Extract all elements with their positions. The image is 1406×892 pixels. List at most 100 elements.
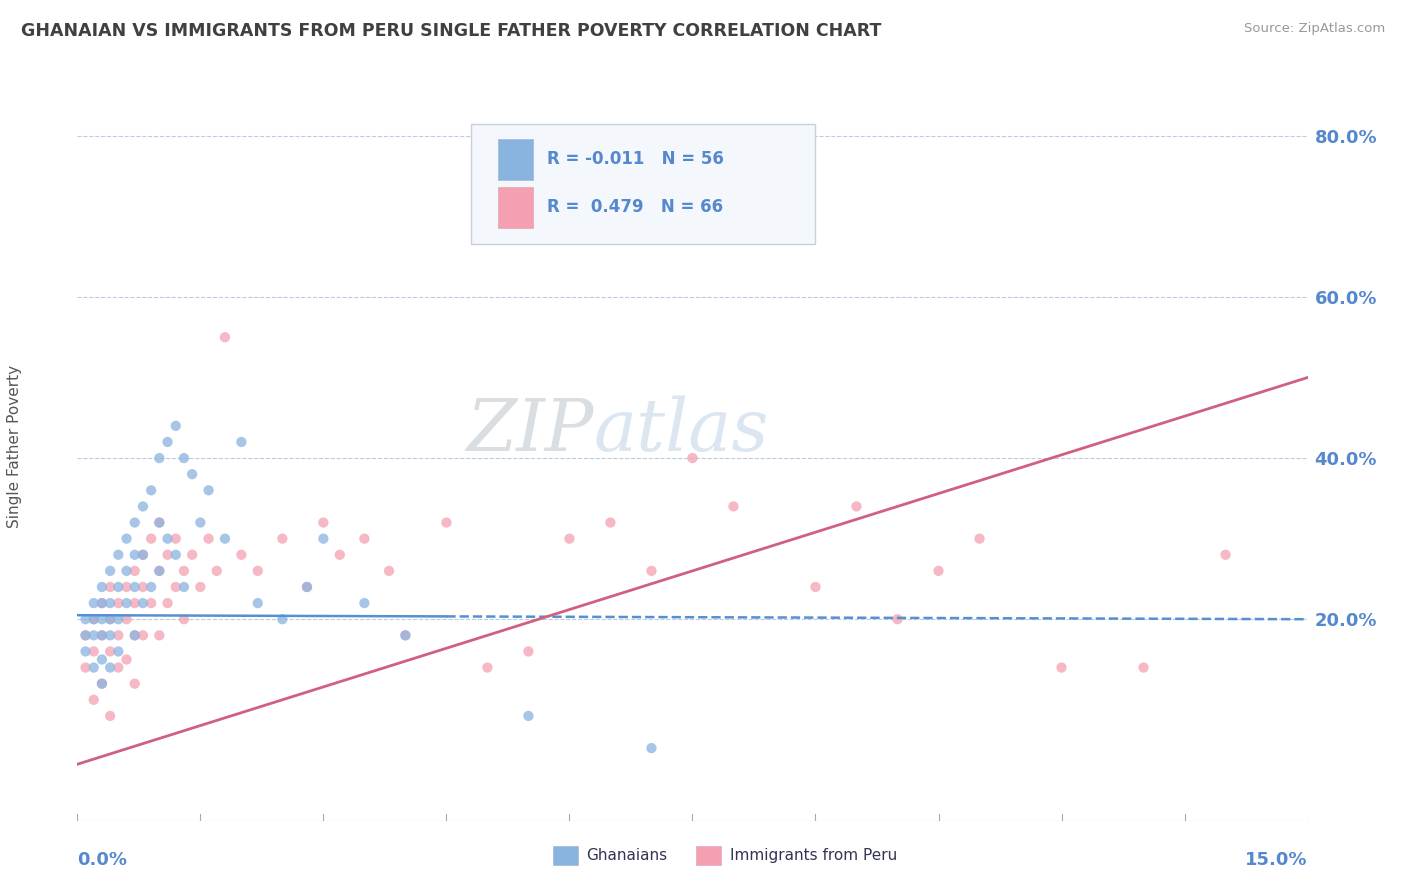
Point — [98, 628, 121, 642]
Point — [107, 612, 129, 626]
Point — [124, 596, 146, 610]
Point — [295, 580, 318, 594]
Text: Ghanaians: Ghanaians — [586, 848, 668, 863]
Point — [188, 580, 212, 594]
Point — [329, 548, 352, 562]
Text: Immigrants from Peru: Immigrants from Peru — [730, 848, 897, 863]
Point — [90, 676, 114, 690]
Point — [98, 644, 121, 658]
Point — [75, 660, 97, 674]
Point — [845, 500, 868, 514]
Point — [124, 564, 146, 578]
Point — [1132, 660, 1154, 674]
Point — [173, 580, 195, 594]
FancyBboxPatch shape — [498, 138, 533, 180]
Point — [107, 628, 129, 642]
Point — [90, 652, 114, 666]
Point — [394, 628, 416, 642]
Point — [115, 532, 138, 546]
Point — [90, 612, 114, 626]
Point — [477, 660, 499, 674]
Point — [928, 564, 950, 578]
Point — [682, 451, 704, 466]
Point — [83, 612, 105, 626]
Point — [156, 548, 179, 562]
Point — [132, 580, 155, 594]
Point — [90, 596, 114, 610]
Point — [75, 644, 97, 658]
Point — [181, 548, 204, 562]
Point — [132, 596, 155, 610]
Point — [148, 628, 170, 642]
Text: GHANAIAN VS IMMIGRANTS FROM PERU SINGLE FATHER POVERTY CORRELATION CHART: GHANAIAN VS IMMIGRANTS FROM PERU SINGLE … — [21, 22, 882, 40]
Point — [75, 628, 97, 642]
FancyBboxPatch shape — [471, 124, 815, 244]
Point — [124, 676, 146, 690]
Point — [141, 532, 163, 546]
Point — [115, 564, 138, 578]
Point — [115, 652, 138, 666]
Point — [141, 483, 163, 498]
Point — [271, 612, 294, 626]
Point — [107, 644, 129, 658]
Point — [83, 612, 105, 626]
Point — [90, 628, 114, 642]
Point — [83, 660, 105, 674]
Point — [246, 596, 269, 610]
Point — [599, 516, 621, 530]
Point — [188, 516, 212, 530]
Point — [98, 580, 121, 594]
Point — [90, 596, 114, 610]
Point — [148, 564, 170, 578]
Point — [83, 596, 105, 610]
Text: ZIP: ZIP — [467, 396, 595, 467]
Point — [436, 516, 458, 530]
Point — [173, 451, 195, 466]
Point — [214, 532, 236, 546]
Text: atlas: atlas — [595, 396, 769, 467]
Point — [90, 676, 114, 690]
Point — [141, 596, 163, 610]
Point — [804, 580, 827, 594]
Point — [173, 564, 195, 578]
Point — [107, 580, 129, 594]
Point — [124, 628, 146, 642]
Text: 15.0%: 15.0% — [1246, 851, 1308, 870]
Point — [107, 660, 129, 674]
Point — [124, 580, 146, 594]
Point — [231, 434, 253, 449]
Point — [98, 612, 121, 626]
Point — [173, 612, 195, 626]
Point — [886, 612, 908, 626]
Point — [98, 660, 121, 674]
Point — [1215, 548, 1237, 562]
Point — [98, 596, 121, 610]
Point — [165, 532, 187, 546]
Point — [1050, 660, 1073, 674]
Point — [640, 564, 662, 578]
Point — [378, 564, 401, 578]
Point — [141, 580, 163, 594]
Text: Single Father Poverty: Single Father Poverty — [7, 365, 22, 527]
Point — [148, 516, 170, 530]
Point — [75, 628, 97, 642]
Point — [98, 709, 121, 723]
Point — [90, 628, 114, 642]
Point — [75, 612, 97, 626]
Point — [640, 741, 662, 756]
Point — [181, 467, 204, 482]
Point — [394, 628, 416, 642]
Point — [132, 628, 155, 642]
Text: R =  0.479   N = 66: R = 0.479 N = 66 — [547, 198, 724, 216]
Point — [165, 418, 187, 433]
Point — [156, 532, 179, 546]
Point — [132, 500, 155, 514]
Point — [353, 532, 375, 546]
Point — [115, 596, 138, 610]
FancyBboxPatch shape — [696, 846, 721, 865]
Point — [124, 516, 146, 530]
Point — [246, 564, 269, 578]
Point — [148, 451, 170, 466]
Point — [124, 548, 146, 562]
Point — [231, 548, 253, 562]
